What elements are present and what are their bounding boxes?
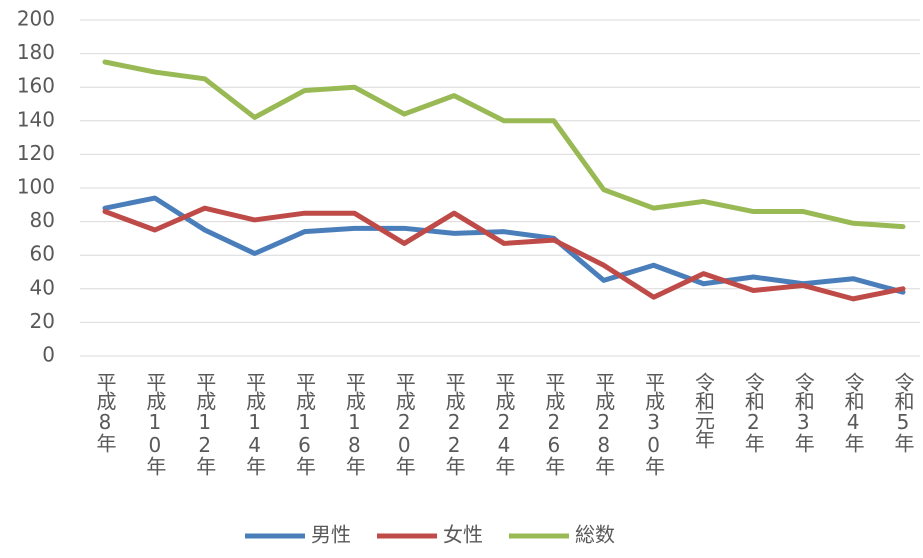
series-line bbox=[102, 59, 906, 230]
x-tick-label: 平成18年 bbox=[342, 372, 366, 476]
x-tick-label: 平成30年 bbox=[642, 372, 666, 476]
y-tick-label: 20 bbox=[30, 309, 55, 333]
x-tick-label: 平成24年 bbox=[492, 372, 516, 476]
y-tick-label: 40 bbox=[30, 275, 55, 299]
x-tick-label: 平成26年 bbox=[542, 372, 566, 476]
legend-label: 男性 bbox=[311, 523, 351, 547]
x-tick-label: 令和3年 bbox=[791, 372, 815, 453]
y-tick-label: 80 bbox=[30, 208, 55, 232]
x-tick-label: 令和2年 bbox=[741, 372, 765, 453]
y-tick-label: 100 bbox=[17, 175, 55, 199]
x-tick-label: 平成10年 bbox=[143, 372, 167, 476]
y-tick-label: 120 bbox=[17, 141, 55, 165]
y-tick-label: 140 bbox=[17, 107, 55, 131]
legend-label: 総数 bbox=[575, 523, 615, 547]
legend-label: 女性 bbox=[443, 523, 483, 547]
series-line bbox=[102, 195, 906, 295]
x-tick-label: 平成16年 bbox=[293, 372, 317, 476]
y-tick-label: 200 bbox=[17, 7, 55, 31]
x-tick-label: 令和4年 bbox=[841, 372, 865, 453]
y-tick-label: 160 bbox=[17, 74, 55, 98]
x-tick-label: 平成28年 bbox=[592, 372, 616, 476]
y-tick-label: 60 bbox=[30, 242, 55, 266]
x-tick-label: 平成14年 bbox=[243, 372, 267, 476]
x-tick-label: 平成12年 bbox=[193, 372, 217, 476]
x-tick-label: 平成20年 bbox=[392, 372, 416, 476]
x-tick-label: 平成8年 bbox=[93, 372, 117, 453]
series-line bbox=[102, 205, 906, 302]
y-tick-label: 180 bbox=[17, 40, 55, 64]
x-tick-label: 平成22年 bbox=[442, 372, 466, 476]
x-tick-label: 令和5年 bbox=[891, 372, 915, 453]
y-tick-label: 0 bbox=[42, 343, 55, 367]
x-tick-label: 令和元年 bbox=[692, 372, 716, 449]
